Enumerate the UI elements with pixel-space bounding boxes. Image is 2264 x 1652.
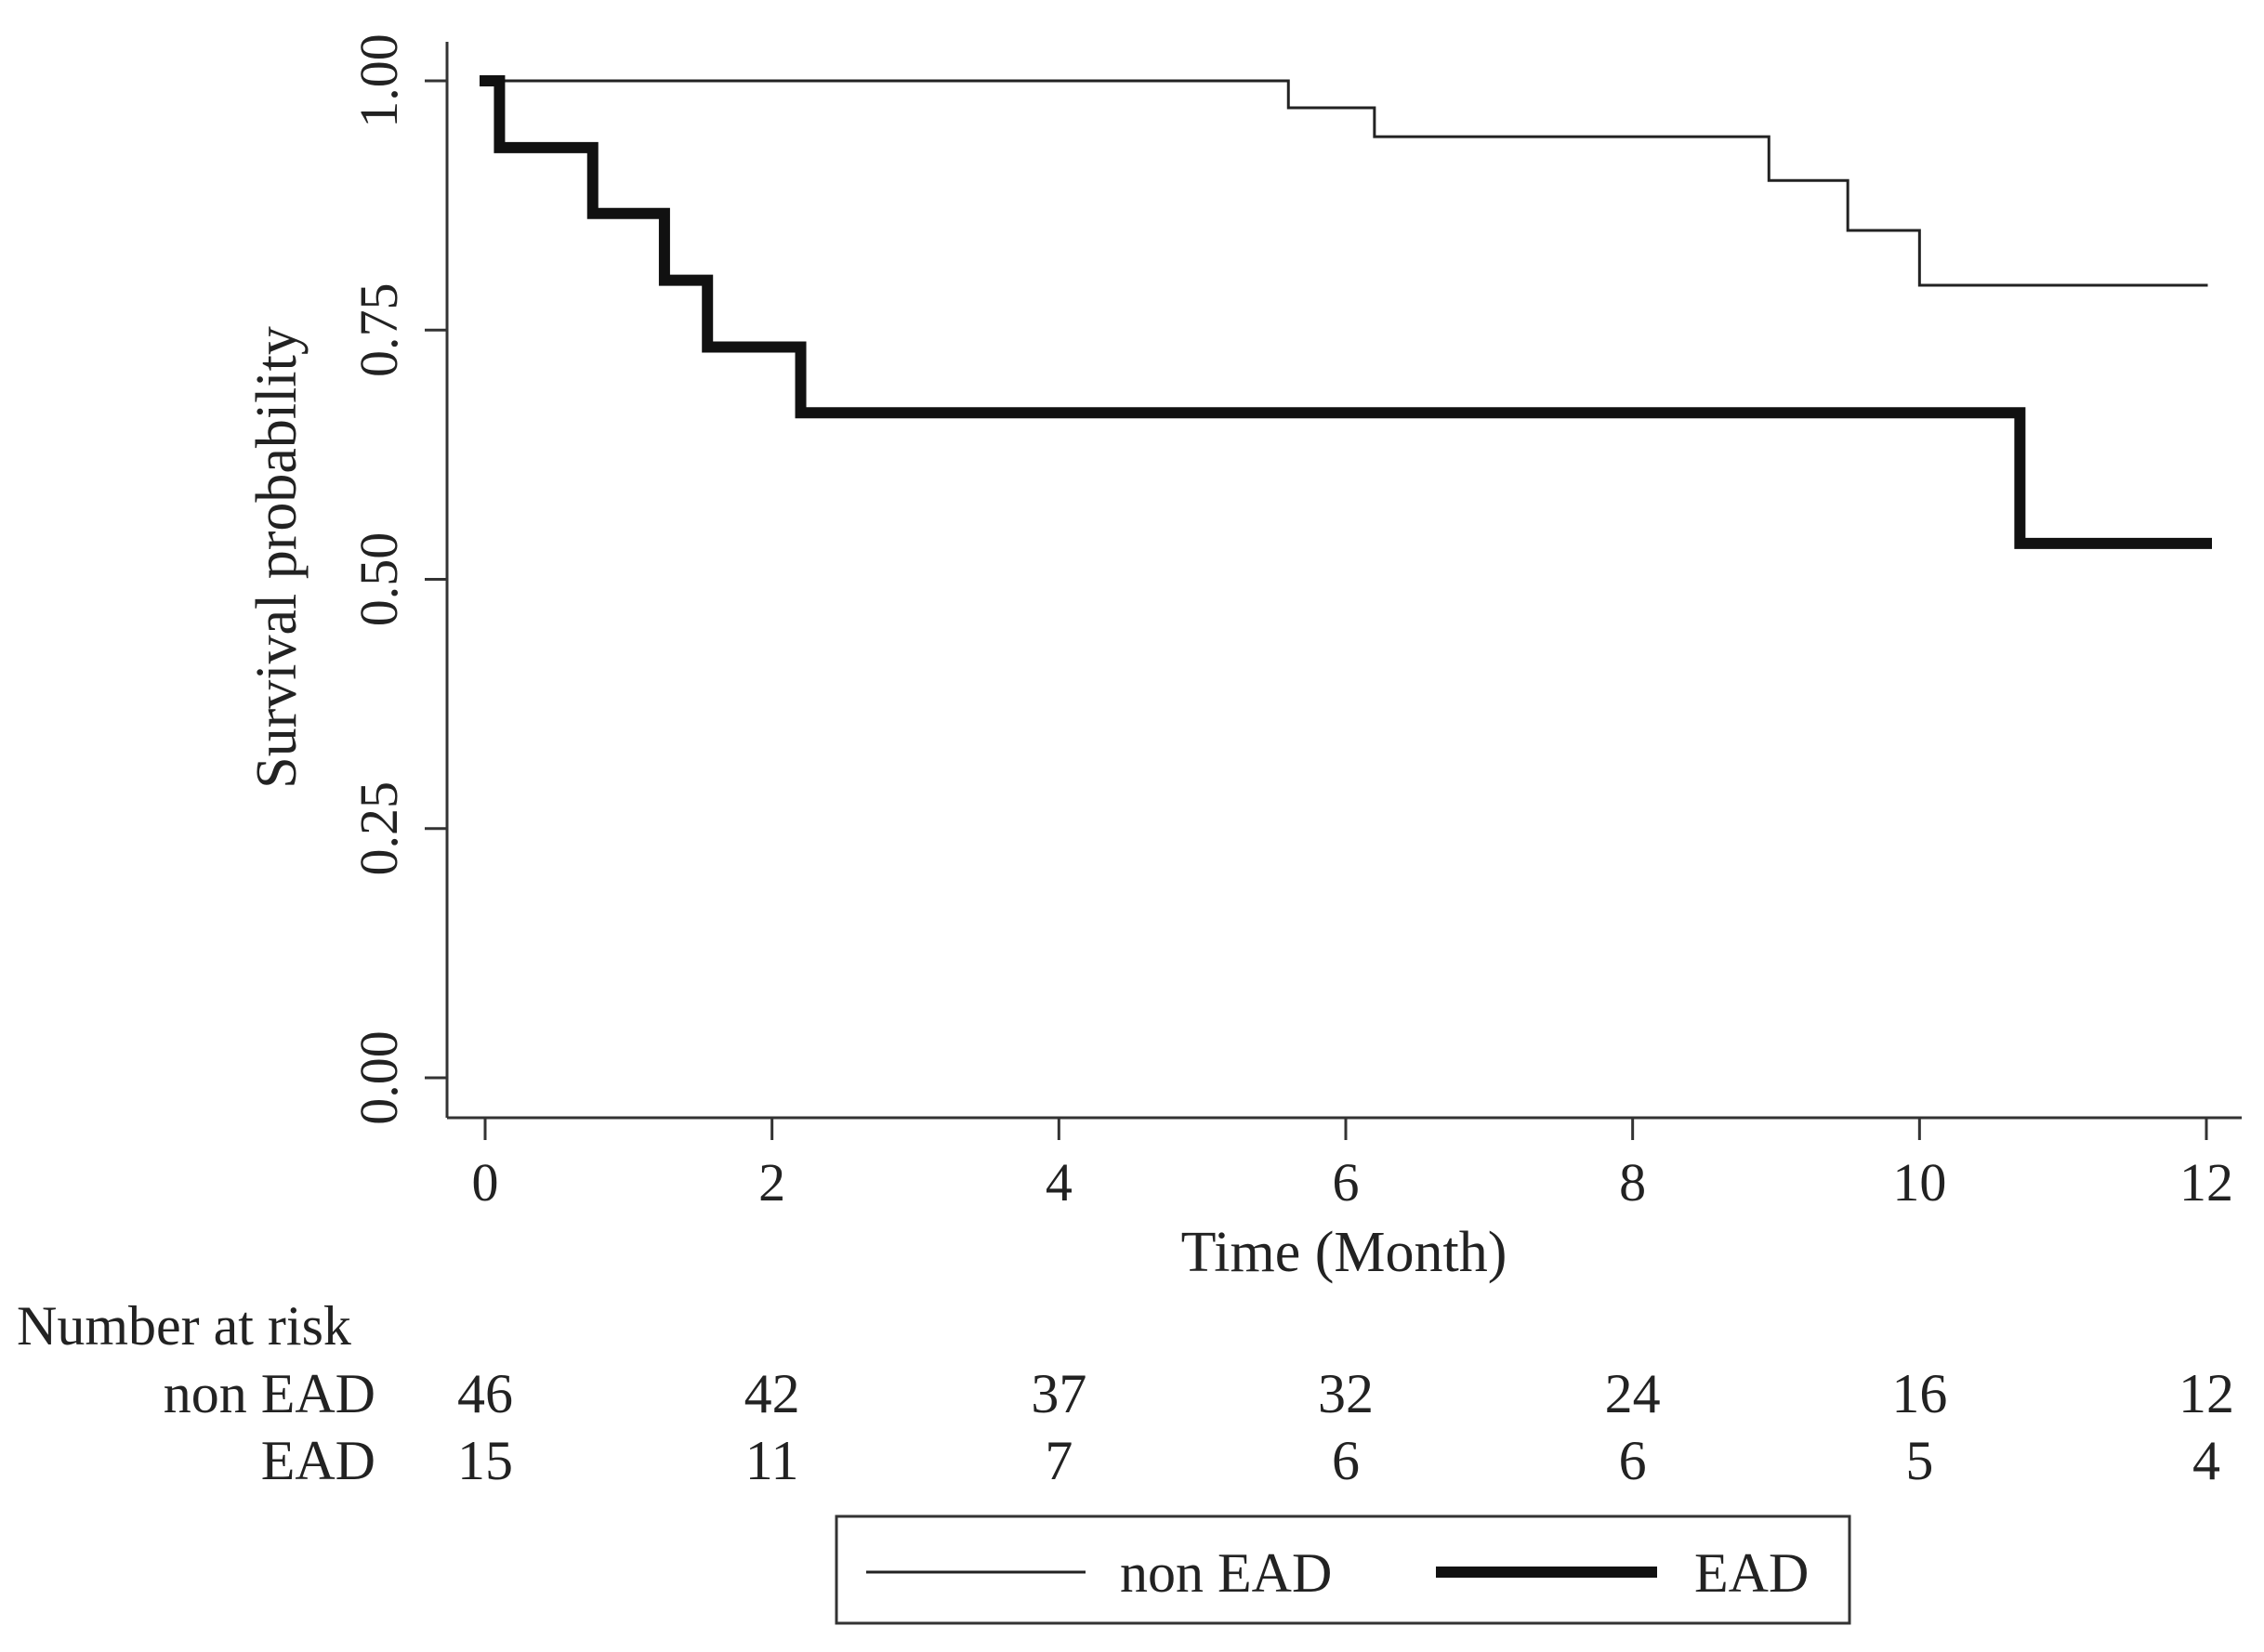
risk-value-non-ead: 42 [744,1363,800,1424]
x-tick-label: 12 [2179,1152,2233,1213]
x-tick-label: 2 [758,1152,785,1213]
risk-value-non-ead: 32 [1318,1363,1374,1424]
x-tick-label: 10 [1892,1152,1946,1213]
risk-value-ead: 11 [745,1430,799,1491]
y-tick-label: 1.00 [349,33,409,128]
legend-box [835,1514,1851,1625]
risk-row-label-ead: EAD [261,1430,375,1491]
y-axis-title: Survival probability [245,326,309,789]
risk-value-ead: 4 [2192,1430,2220,1491]
risk-value-non-ead: 12 [2178,1363,2234,1424]
survival-curve-ead [480,75,2212,549]
axes-group: 0.00 0.25 0.50 0.75 1.00 0 2 4 6 8 10 12 [349,33,2242,1213]
x-tick-label: 4 [1046,1152,1073,1213]
risk-value-ead: 15 [457,1430,513,1491]
risk-table-title: Number at risk [17,1295,351,1357]
x-tick-label: 6 [1333,1152,1360,1213]
risk-value-ead: 5 [1905,1430,1933,1491]
x-tick-label: 8 [1619,1152,1646,1213]
risk-row-label-non-ead: non EAD [164,1363,375,1424]
risk-value-ead: 7 [1045,1430,1073,1491]
legend: non EAD EAD [835,1514,1851,1625]
y-tick-label: 0.50 [349,532,409,627]
x-axis-title: Time (Month) [1181,1221,1507,1284]
survival-curve-non-ead [483,79,2208,287]
legend-label-ead: EAD [1694,1542,1809,1604]
risk-value-ead: 6 [1619,1430,1647,1491]
x-tick-label: 0 [472,1152,499,1213]
series-group [480,75,2212,549]
risk-value-non-ead: 24 [1605,1363,1661,1424]
risk-value-ead: 6 [1332,1430,1360,1491]
legend-label-non-ead: non EAD [1120,1542,1332,1604]
risk-value-non-ead: 37 [1031,1363,1086,1424]
y-tick-label: 0.75 [349,283,409,378]
risk-value-non-ead: 46 [457,1363,513,1424]
risk-value-non-ead: 16 [1891,1363,1947,1424]
y-tick-label: 0.25 [349,781,409,876]
y-tick-label: 0.00 [349,1030,409,1125]
